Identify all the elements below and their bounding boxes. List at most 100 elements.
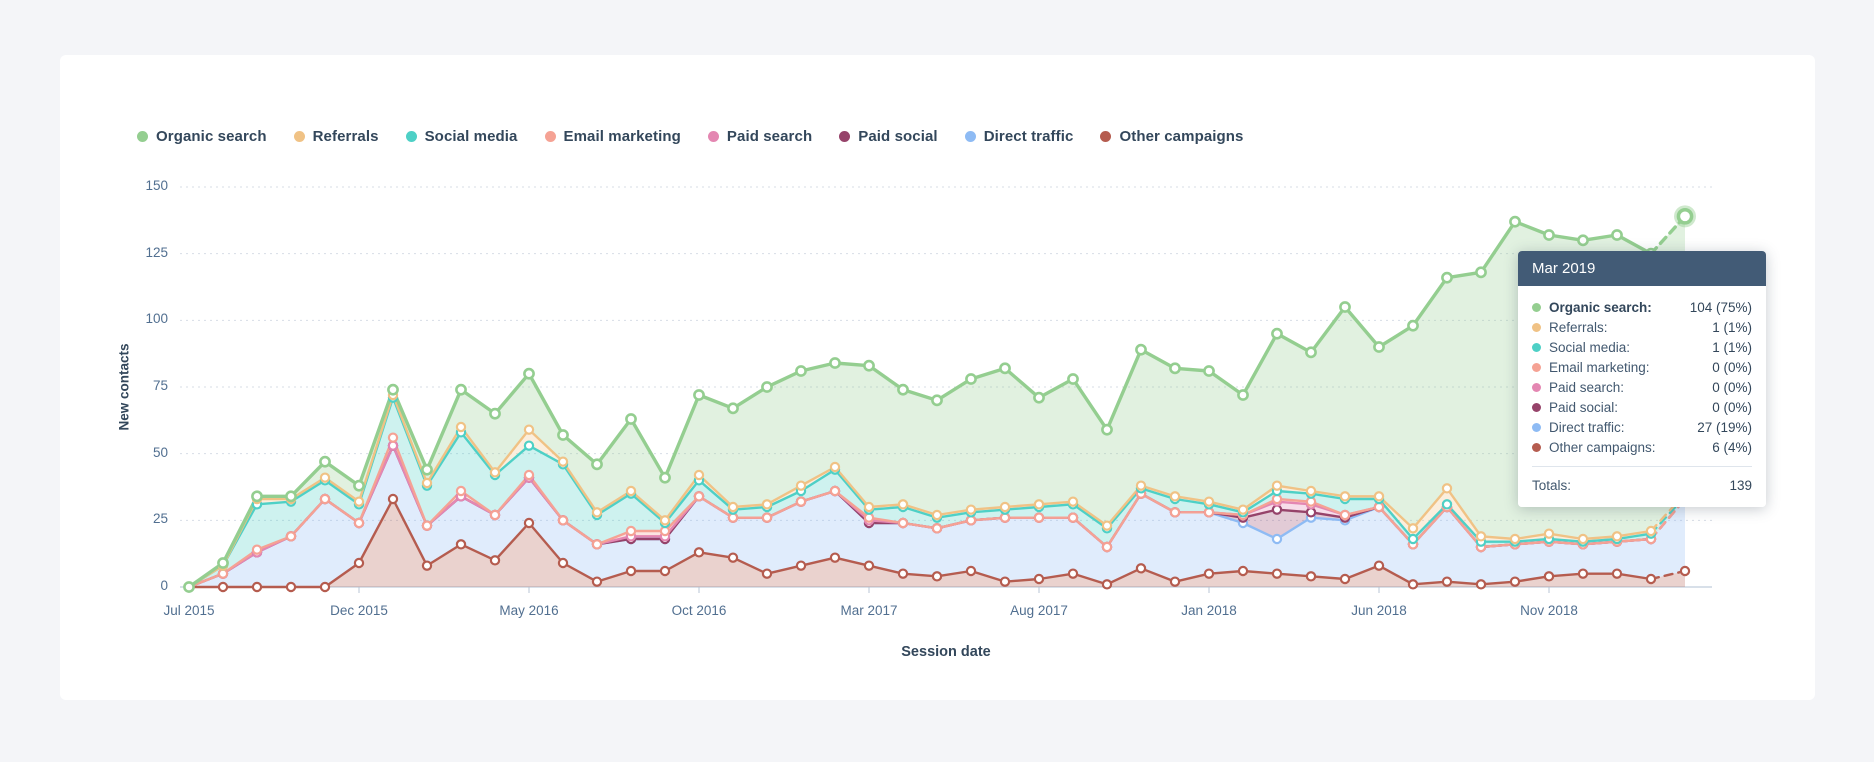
marker-referrals[interactable] — [729, 503, 737, 511]
marker-email-marketing[interactable] — [1035, 514, 1043, 522]
marker-organic-search[interactable] — [1238, 390, 1247, 399]
marker-other-campaigns[interactable] — [287, 583, 295, 591]
marker-other-campaigns[interactable] — [1443, 578, 1451, 586]
marker-referrals[interactable] — [1171, 492, 1179, 500]
marker-organic-search[interactable] — [830, 358, 839, 367]
marker-email-marketing[interactable] — [389, 434, 397, 442]
marker-other-campaigns[interactable] — [1511, 578, 1519, 586]
marker-other-campaigns[interactable] — [219, 583, 227, 591]
marker-other-campaigns[interactable] — [321, 583, 329, 591]
marker-referrals[interactable] — [1647, 527, 1655, 535]
marker-organic-search[interactable] — [626, 414, 635, 423]
marker-organic-search[interactable] — [1544, 230, 1553, 239]
legend-item-paid-social[interactable]: Paid social — [839, 128, 937, 145]
marker-referrals[interactable] — [1273, 482, 1281, 490]
marker-other-campaigns[interactable] — [355, 559, 363, 567]
marker-organic-search[interactable] — [762, 382, 771, 391]
marker-other-campaigns[interactable] — [1171, 578, 1179, 586]
marker-referrals[interactable] — [1477, 532, 1485, 540]
marker-other-campaigns[interactable] — [1307, 572, 1315, 580]
marker-organic-search[interactable] — [694, 390, 703, 399]
marker-referrals[interactable] — [1443, 484, 1451, 492]
marker-email-marketing[interactable] — [559, 516, 567, 524]
marker-organic-search[interactable] — [864, 361, 873, 370]
marker-referrals[interactable] — [1239, 506, 1247, 514]
marker-email-marketing[interactable] — [797, 498, 805, 506]
marker-other-campaigns[interactable] — [525, 519, 533, 527]
marker-organic-search[interactable] — [1306, 348, 1315, 357]
marker-organic-search[interactable] — [1510, 217, 1519, 226]
marker-other-campaigns[interactable] — [1647, 575, 1655, 583]
marker-referrals[interactable] — [355, 498, 363, 506]
marker-referrals[interactable] — [627, 487, 635, 495]
marker-referrals[interactable] — [933, 511, 941, 519]
marker-organic-search[interactable] — [1272, 329, 1281, 338]
legend-item-other-campaigns[interactable]: Other campaigns — [1100, 128, 1243, 145]
marker-other-campaigns[interactable] — [1001, 578, 1009, 586]
marker-organic-search[interactable] — [1034, 393, 1043, 402]
marker-organic-search[interactable] — [354, 481, 363, 490]
marker-organic-search[interactable] — [184, 582, 193, 591]
marker-referrals[interactable] — [1375, 492, 1383, 500]
marker-direct-traffic[interactable] — [1273, 535, 1281, 543]
marker-organic-search[interactable] — [966, 374, 975, 383]
marker-other-campaigns[interactable] — [1137, 564, 1145, 572]
marker-organic-search[interactable] — [1204, 366, 1213, 375]
marker-other-campaigns[interactable] — [491, 556, 499, 564]
marker-other-campaigns[interactable] — [593, 578, 601, 586]
marker-referrals[interactable] — [1137, 482, 1145, 490]
marker-organic-search[interactable] — [1170, 364, 1179, 373]
marker-organic-search[interactable] — [286, 492, 295, 501]
marker-referrals[interactable] — [831, 463, 839, 471]
marker-email-marketing[interactable] — [423, 522, 431, 530]
marker-organic-search[interactable] — [1408, 321, 1417, 330]
marker-email-marketing[interactable] — [355, 519, 363, 527]
marker-other-campaigns[interactable] — [1545, 572, 1553, 580]
marker-email-marketing[interactable] — [831, 487, 839, 495]
marker-other-campaigns[interactable] — [389, 495, 397, 503]
legend-item-email-marketing[interactable]: Email marketing — [545, 128, 681, 145]
marker-organic-search[interactable] — [1476, 268, 1485, 277]
marker-organic-search[interactable] — [1340, 302, 1349, 311]
legend-item-organic-search[interactable]: Organic search — [137, 128, 267, 145]
marker-social-media[interactable] — [1443, 500, 1451, 508]
marker-referrals[interactable] — [1613, 532, 1621, 540]
marker-referrals[interactable] — [1307, 487, 1315, 495]
marker-other-campaigns[interactable] — [797, 562, 805, 570]
marker-organic-search[interactable] — [558, 430, 567, 439]
marker-organic-search[interactable] — [796, 366, 805, 375]
marker-other-campaigns[interactable] — [559, 559, 567, 567]
marker-referrals[interactable] — [1035, 500, 1043, 508]
marker-referrals[interactable] — [593, 508, 601, 516]
marker-other-campaigns[interactable] — [899, 570, 907, 578]
marker-referrals[interactable] — [525, 426, 533, 434]
marker-email-marketing[interactable] — [287, 532, 295, 540]
hovered-point-marker[interactable] — [1678, 210, 1691, 223]
marker-other-campaigns[interactable] — [1341, 575, 1349, 583]
marker-other-campaigns[interactable] — [1035, 575, 1043, 583]
marker-other-campaigns[interactable] — [1409, 580, 1417, 588]
marker-other-campaigns[interactable] — [831, 554, 839, 562]
marker-other-campaigns[interactable] — [1103, 580, 1111, 588]
marker-email-marketing[interactable] — [253, 546, 261, 554]
marker-other-campaigns[interactable] — [627, 567, 635, 575]
marker-other-campaigns[interactable] — [1069, 570, 1077, 578]
marker-organic-search[interactable] — [1612, 230, 1621, 239]
marker-referrals[interactable] — [1205, 498, 1213, 506]
marker-referrals[interactable] — [491, 468, 499, 476]
marker-other-campaigns[interactable] — [1579, 570, 1587, 578]
marker-referrals[interactable] — [423, 479, 431, 487]
marker-other-campaigns[interactable] — [1681, 567, 1689, 575]
marker-organic-search[interactable] — [1374, 342, 1383, 351]
marker-referrals[interactable] — [899, 500, 907, 508]
marker-referrals[interactable] — [1511, 535, 1519, 543]
marker-other-campaigns[interactable] — [423, 562, 431, 570]
marker-email-marketing[interactable] — [525, 471, 533, 479]
marker-email-marketing[interactable] — [1103, 543, 1111, 551]
marker-organic-search[interactable] — [456, 385, 465, 394]
marker-organic-search[interactable] — [898, 385, 907, 394]
marker-email-marketing[interactable] — [763, 514, 771, 522]
marker-organic-search[interactable] — [728, 404, 737, 413]
marker-organic-search[interactable] — [320, 457, 329, 466]
marker-email-marketing[interactable] — [321, 495, 329, 503]
